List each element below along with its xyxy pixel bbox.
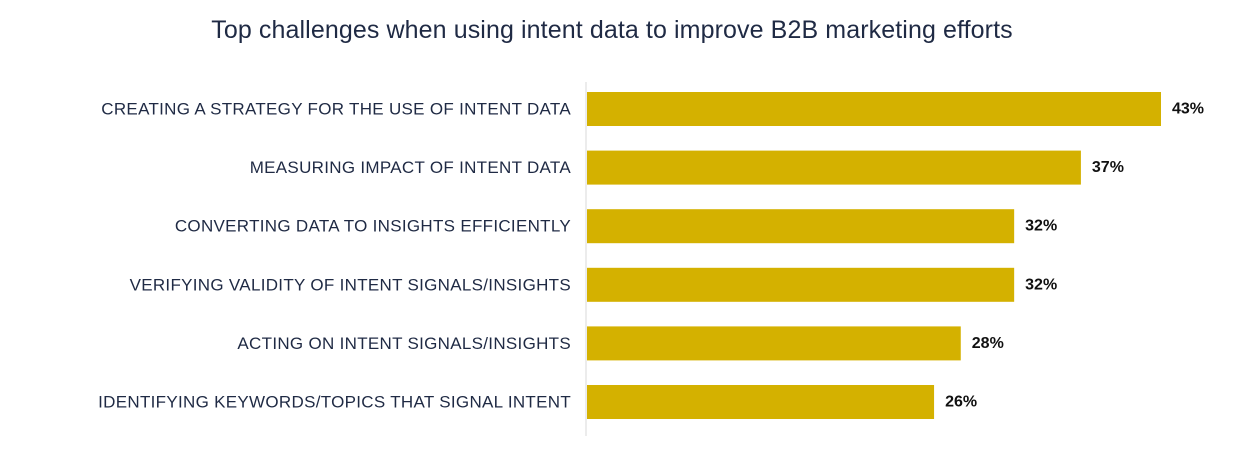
bar — [587, 92, 1161, 126]
bar — [587, 267, 1015, 302]
chart-title: Top challenges when using intent data to… — [211, 16, 1013, 44]
category-label: VERIFYING VALIDITY OF INTENT SIGNALS/INS… — [130, 275, 571, 294]
category-label: ACTING ON INTENT SIGNALS/INSIGHTS — [237, 334, 571, 353]
bar — [587, 326, 961, 361]
value-label: 26% — [945, 394, 977, 411]
value-label: 37% — [1092, 159, 1124, 176]
category-label: CONVERTING DATA TO INSIGHTS EFFICIENTLY — [175, 217, 571, 236]
value-label: 28% — [972, 335, 1004, 352]
value-label: 32% — [1025, 276, 1057, 293]
bars-group: CREATING A STRATEGY FOR THE USE OF INTEN… — [98, 92, 1204, 419]
bar — [587, 385, 935, 419]
category-label: IDENTIFYING KEYWORDS/TOPICS THAT SIGNAL … — [98, 393, 571, 412]
value-label: 43% — [1172, 101, 1204, 118]
category-label: MEASURING IMPACT OF INTENT DATA — [250, 158, 572, 177]
bar — [587, 209, 1015, 244]
category-label: CREATING A STRATEGY FOR THE USE OF INTEN… — [101, 100, 571, 119]
value-label: 32% — [1025, 218, 1057, 235]
bar — [587, 150, 1081, 185]
